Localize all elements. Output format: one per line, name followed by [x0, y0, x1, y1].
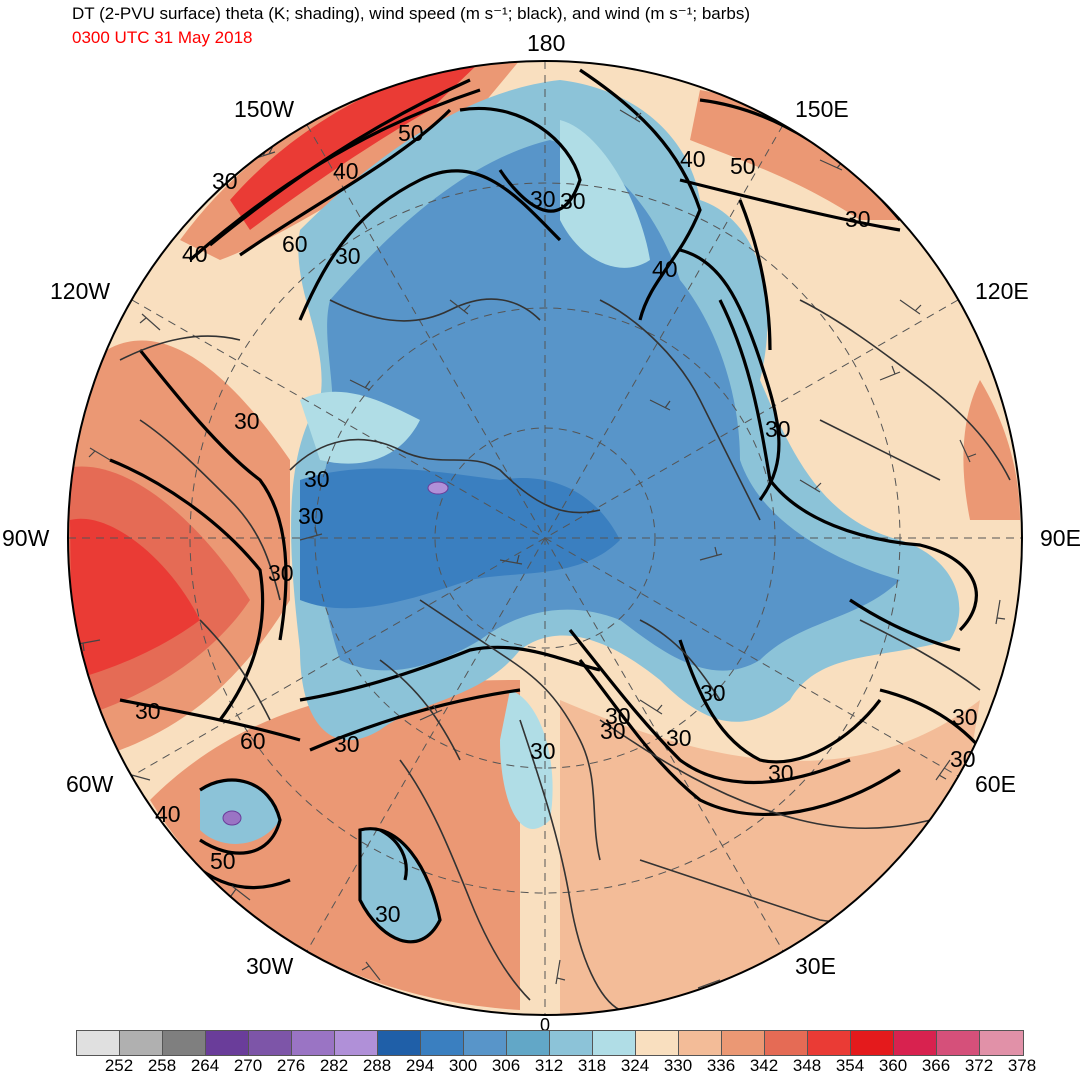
contour-value-label: 40: [155, 801, 181, 827]
cold-pockets: [222, 481, 449, 826]
colorbar-swatch: [507, 1031, 550, 1055]
colorbar-tick-label: 354: [835, 1056, 865, 1075]
contour-value-label: 30: [605, 703, 631, 729]
colorbar-swatch: [894, 1031, 937, 1055]
contour-value-label: 30: [375, 901, 401, 927]
colorbar-tick-label: 282: [319, 1056, 349, 1075]
colorbar-tick-label: 366: [921, 1056, 951, 1075]
contour-value-label: 60: [240, 728, 266, 754]
contour-value-label: 30: [765, 416, 791, 442]
contour-value-label: 30: [950, 746, 976, 772]
colorbar-tick-label: 312: [534, 1056, 564, 1075]
lon-label-180: 180: [527, 30, 566, 56]
colorbar-swatch: [851, 1031, 894, 1055]
colorbar-swatch: [421, 1031, 464, 1055]
lon-label-150w: 150W: [234, 96, 295, 122]
colorbar-swatch: [249, 1031, 292, 1055]
colorbar-swatch: [765, 1031, 808, 1055]
colorbar-swatch: [679, 1031, 722, 1055]
colorbar-tick-label: 264: [190, 1056, 220, 1075]
colorbar-tick-label: 378: [1007, 1056, 1037, 1075]
lon-label-120e: 120E: [975, 278, 1029, 304]
colorbar-tick-label: 342: [749, 1056, 779, 1075]
lon-label-150e: 150E: [795, 96, 849, 122]
contour-value-label: 30: [530, 738, 556, 764]
lon-label-90e: 90E: [1040, 525, 1081, 551]
colorbar-tick-label: 306: [491, 1056, 521, 1075]
colorbar-tick-label: 318: [577, 1056, 607, 1075]
contour-value-label: 30: [952, 704, 978, 730]
wind-speed-contours: [109, 68, 992, 944]
colorbar-swatch: [77, 1031, 120, 1055]
contour-value-label: 30: [268, 560, 294, 586]
colorbar-tick-label: 288: [362, 1056, 392, 1075]
colorbar-tick-label: 276: [276, 1056, 306, 1075]
valid-time: 0300 UTC 31 May 2018: [72, 28, 253, 47]
contour-value-label: 30: [666, 725, 692, 751]
colorbar-swatch: [378, 1031, 421, 1055]
contour-value-label: 30: [298, 503, 324, 529]
colorbar-swatch: [335, 1031, 378, 1055]
colorbar-tick-label: 372: [964, 1056, 994, 1075]
lon-label-0: 0: [540, 1015, 551, 1035]
contour-value-label: 30: [234, 408, 260, 434]
contour-value-label: 30: [845, 206, 871, 232]
lon-label-30w: 30W: [246, 953, 294, 979]
contour-value-label: 50: [730, 153, 756, 179]
contour-value-label: 40: [680, 146, 706, 172]
colorbar-swatch: [980, 1031, 1023, 1055]
colorbar-labels: 252 258 264 270 276 282 288 294 300 306 312 318 324 3…: [76, 1056, 1036, 1076]
colorbar-swatch: [636, 1031, 679, 1055]
contour-value-label: 30: [768, 760, 794, 786]
colorbar-tick-label: 300: [448, 1056, 478, 1075]
lon-label-30e: 30E: [795, 953, 836, 979]
colorbar-tick-label: 336: [706, 1056, 736, 1075]
colorbar-tick-label: 258: [147, 1056, 177, 1075]
contour-value-label: 30: [304, 466, 330, 492]
contour-value-label: 60: [282, 231, 308, 257]
colorbar-swatch: [464, 1031, 507, 1055]
contour-value-label: 30: [212, 168, 238, 194]
contour-value-label: 30: [135, 698, 161, 724]
contour-value-label: 30: [335, 243, 361, 269]
chart-title: DT (2-PVU surface) theta (K; shading), w…: [72, 4, 751, 23]
contour-value-label: 30: [700, 680, 726, 706]
colorbar-tick-label: 360: [878, 1056, 908, 1075]
colorbar-swatch: [550, 1031, 593, 1055]
colorbar: [76, 1030, 1024, 1056]
colorbar-tick-label: 270: [233, 1056, 263, 1075]
contour-value-label: 30: [560, 188, 586, 214]
contour-value-label: 50: [210, 848, 236, 874]
contour-value-label: 30: [600, 718, 626, 744]
colorbar-swatch: [292, 1031, 335, 1055]
colorbar-swatch: [163, 1031, 206, 1055]
colorbar-tick-label: 348: [792, 1056, 822, 1075]
colorbar-tick-label: 324: [620, 1056, 650, 1075]
colorbar-tick-label: 252: [104, 1056, 134, 1075]
contour-value-label: 40: [333, 158, 359, 184]
colorbar-swatch: [808, 1031, 851, 1055]
colorbar-swatch: [937, 1031, 980, 1055]
colorbar-swatch: [206, 1031, 249, 1055]
contour-value-label: 50: [398, 120, 424, 146]
contour-value-label: 40: [652, 256, 678, 282]
colorbar-tick-label: 294: [405, 1056, 435, 1075]
contour-value-label: 30: [530, 186, 556, 212]
lon-label-60e: 60E: [975, 771, 1016, 797]
lon-label-90w: 90W: [2, 525, 50, 551]
contour-value-label: 40: [182, 241, 208, 267]
colorbar-swatch: [593, 1031, 636, 1055]
lon-label-60w: 60W: [66, 771, 114, 797]
colorbar-swatch: [722, 1031, 765, 1055]
contour-value-label: 30: [334, 731, 360, 757]
map-border: [67, 60, 1023, 1016]
colorbar-tick-label: 330: [663, 1056, 693, 1075]
colorbar-swatch: [120, 1031, 163, 1055]
lon-label-120w: 120W: [50, 278, 111, 304]
